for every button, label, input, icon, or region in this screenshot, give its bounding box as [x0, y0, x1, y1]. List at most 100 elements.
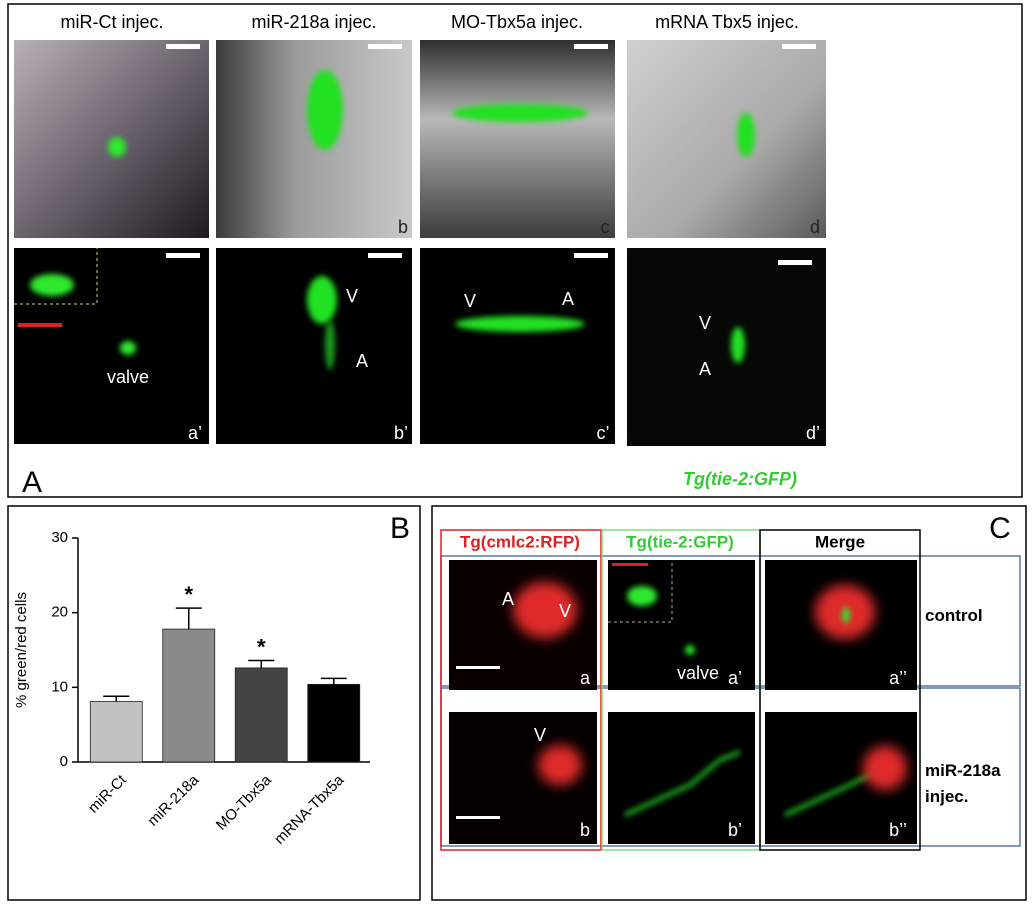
column-header: miR-Ct injec.: [60, 12, 163, 32]
annotation: A: [699, 359, 711, 379]
row-label: control: [925, 606, 983, 625]
gfp-signal: [455, 316, 585, 332]
gfp-signal: [737, 113, 755, 157]
x-tick-label: mRNA-Tbx5a: [271, 771, 348, 848]
y-tick-label: 0: [60, 753, 68, 770]
row-label: miR-218a injec.: [925, 761, 1001, 806]
scale-bar: [18, 323, 62, 327]
scale-bar: [778, 260, 812, 265]
annotation: V: [464, 291, 476, 311]
micrograph: [14, 40, 209, 238]
panel-a-images: [14, 40, 826, 446]
scale-bar: [574, 253, 608, 258]
y-axis-label: % green/red cells: [13, 592, 30, 708]
annotation: valve: [107, 367, 149, 387]
y-tick-label: 20: [51, 604, 68, 621]
panel-b-frame: [7, 505, 421, 901]
y-tick-label: 30: [51, 529, 68, 546]
column-header: miR-218a injec.: [251, 12, 376, 32]
rfp-signal: [863, 746, 907, 790]
inset-border: [14, 248, 98, 305]
scale-bar: [456, 816, 500, 819]
annotation: V: [346, 286, 358, 306]
scale-bar: [368, 253, 402, 258]
gfp-signal: [731, 327, 745, 363]
gfp-signal: [685, 645, 695, 655]
panel-letter: a’: [728, 668, 742, 688]
column-header: Merge: [815, 532, 865, 551]
gfp-signal: [842, 607, 850, 623]
gfp-signal: [120, 341, 136, 355]
panel-c-images: [440, 529, 1021, 851]
panel-letter: d: [810, 217, 820, 237]
rfp-signal: [513, 582, 577, 638]
panel-letter: b: [580, 820, 590, 840]
scale-bar: [368, 44, 402, 49]
panel-letter: a: [580, 668, 591, 688]
annotation: V: [559, 601, 571, 621]
panel-a-frame: [7, 3, 1023, 498]
rfp-signal: [538, 745, 582, 785]
bar-chart: B % green/red cells 0 10 20 30 miR-Ct * miR-218a…: [13, 512, 410, 848]
panel-letter: a’: [188, 423, 202, 443]
gfp-signal: [452, 104, 588, 122]
panel-letter: d’: [806, 423, 820, 443]
column-header: Tg(cmlc2:RFP): [460, 532, 580, 551]
scale-bar: [456, 666, 500, 669]
panel-c-frame: [431, 505, 1027, 901]
panel-letter: c: [601, 217, 610, 237]
panel-letter: a’’: [889, 668, 907, 688]
annotation: V: [534, 725, 546, 745]
gfp-signal: [325, 320, 335, 370]
annotation: A: [562, 289, 574, 309]
gfp-signal: [307, 276, 337, 324]
annotation: A: [502, 589, 514, 609]
bar: [234, 667, 288, 763]
micrograph: [420, 40, 615, 238]
bar: [89, 701, 143, 763]
scale-bar: [166, 253, 200, 258]
scale-bar: [612, 563, 648, 566]
gfp-signal: [307, 70, 343, 150]
gfp-signal: [627, 586, 657, 606]
column-header: mRNA Tbx5 injec.: [655, 12, 799, 32]
gfp-signal: [108, 137, 126, 157]
panel-label: C: [989, 512, 1011, 545]
micrograph: [216, 248, 412, 444]
panel-label: B: [390, 512, 410, 545]
panel-label: A: [22, 466, 42, 499]
x-tick-label: miR-218a: [144, 771, 202, 829]
panel-letter: b’’: [889, 820, 907, 840]
micrograph: [608, 712, 755, 844]
significance-mark: *: [257, 634, 266, 659]
scale-bar: [782, 44, 816, 49]
x-tick-label: miR-Ct: [85, 771, 131, 817]
annotation: valve: [677, 663, 719, 683]
column-frame: [440, 529, 602, 851]
panel-letter: b’: [728, 820, 742, 840]
scale-bar: [166, 44, 200, 49]
column-header: Tg(tie-2:GFP): [626, 532, 734, 551]
scale-bar: [574, 44, 608, 49]
annotation: V: [699, 313, 711, 333]
x-tick-label: MO-Tbx5a: [213, 771, 276, 834]
micrograph: [627, 248, 826, 446]
transgene-label: Tg(tie-2:GFP): [683, 469, 797, 489]
bar: [162, 628, 216, 763]
column-header: MO-Tbx5a injec.: [451, 12, 583, 32]
micrograph: [420, 248, 615, 444]
panel-letter: b: [398, 217, 408, 237]
panel-letter: c’: [597, 423, 610, 443]
micrograph: [608, 560, 755, 690]
annotation: A: [356, 351, 368, 371]
panel-letter: b’: [394, 423, 408, 443]
micrograph: [627, 40, 826, 238]
panel-letter: a: [195, 217, 206, 237]
gfp-signal: [30, 274, 74, 296]
gfp-signal: [624, 750, 741, 817]
y-tick-label: 10: [51, 678, 68, 695]
column-frame: [759, 529, 921, 851]
